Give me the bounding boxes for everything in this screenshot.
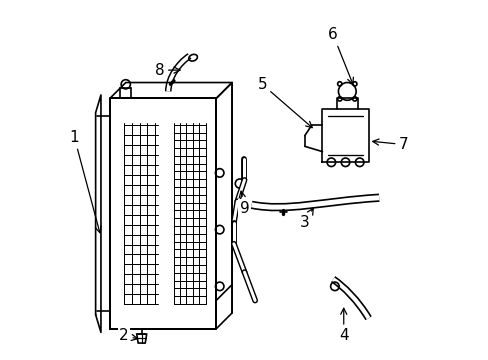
Text: 5: 5	[257, 77, 312, 128]
Text: 1: 1	[69, 130, 101, 233]
Text: 2: 2	[119, 328, 137, 343]
Text: 8: 8	[154, 63, 180, 78]
Text: 4: 4	[338, 308, 348, 343]
Text: 7: 7	[372, 137, 408, 152]
Text: 6: 6	[327, 27, 353, 84]
Text: 9: 9	[239, 191, 249, 216]
Text: 3: 3	[299, 208, 313, 230]
